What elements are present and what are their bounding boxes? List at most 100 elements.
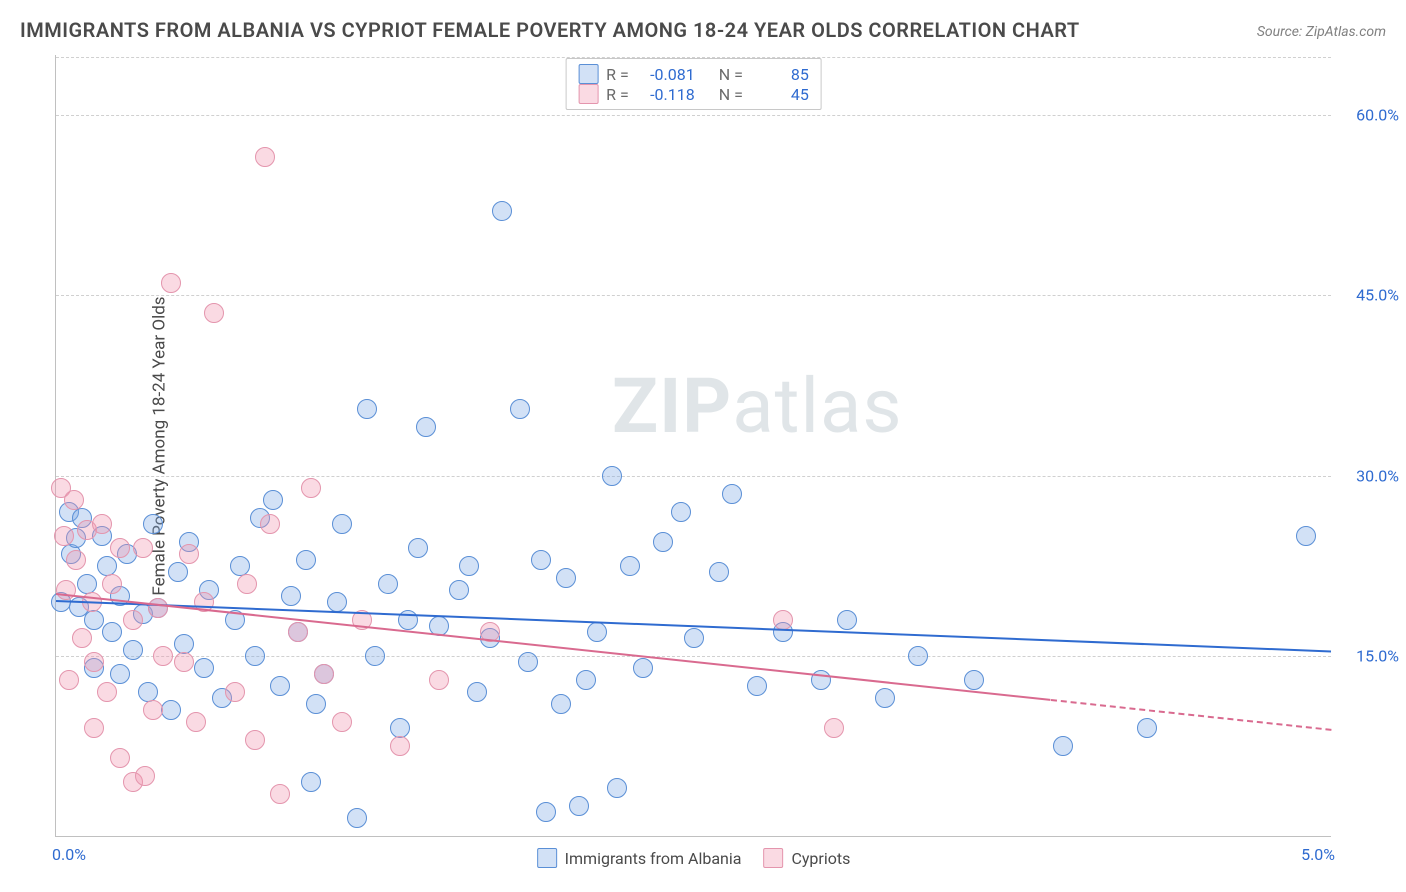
source-attribution: Source: ZipAtlas.com xyxy=(1257,24,1386,40)
scatter-point-cypriots xyxy=(225,682,245,702)
scatter-point-albania xyxy=(536,802,556,822)
scatter-point-albania xyxy=(230,556,250,576)
scatter-point-albania xyxy=(671,502,691,522)
scatter-point-albania xyxy=(709,562,729,582)
scatter-point-cypriots xyxy=(824,718,844,738)
scatter-point-cypriots xyxy=(332,712,352,732)
scatter-point-albania xyxy=(964,670,984,690)
scatter-point-cypriots xyxy=(110,748,130,768)
scatter-point-albania xyxy=(722,484,742,504)
scatter-point-albania xyxy=(281,586,301,606)
legend-label-albania: Immigrants from Albania xyxy=(565,849,742,868)
scatter-point-albania xyxy=(296,550,316,570)
scatter-point-albania xyxy=(837,610,857,630)
scatter-point-albania xyxy=(174,634,194,654)
scatter-point-cypriots xyxy=(314,664,334,684)
watermark: ZIPatlas xyxy=(612,361,903,451)
scatter-point-albania xyxy=(306,694,326,714)
scatter-point-albania xyxy=(1296,526,1316,546)
scatter-point-cypriots xyxy=(429,670,449,690)
stats-row-cypriots: R = -0.118 N = 45 xyxy=(578,84,809,104)
scatter-point-albania xyxy=(602,466,622,486)
scatter-point-cypriots xyxy=(204,303,224,323)
scatter-point-cypriots xyxy=(237,574,257,594)
scatter-point-albania xyxy=(77,574,97,594)
scatter-point-cypriots xyxy=(174,652,194,672)
r-label: R = xyxy=(606,65,629,84)
y-tick-label: 45.0% xyxy=(1356,286,1399,305)
x-tick-label: 0.0% xyxy=(52,845,86,864)
legend-item-cypriots: Cypriots xyxy=(763,848,850,868)
scatter-point-cypriots xyxy=(64,490,84,510)
scatter-point-albania xyxy=(747,676,767,696)
scatter-point-albania xyxy=(684,628,704,648)
gridline xyxy=(56,295,1331,296)
scatter-point-cypriots xyxy=(84,652,104,672)
scatter-point-albania xyxy=(449,580,469,600)
series-legend: Immigrants from Albania Cypriots xyxy=(537,848,851,868)
scatter-point-albania xyxy=(416,417,436,437)
scatter-point-albania xyxy=(97,556,117,576)
scatter-point-cypriots xyxy=(773,610,793,630)
scatter-point-cypriots xyxy=(97,682,117,702)
scatter-point-albania xyxy=(301,772,321,792)
scatter-point-albania xyxy=(110,664,130,684)
trendline xyxy=(56,593,1051,701)
scatter-point-cypriots xyxy=(110,538,130,558)
scatter-point-cypriots xyxy=(54,526,74,546)
scatter-point-albania xyxy=(531,550,551,570)
scatter-point-cypriots xyxy=(84,718,104,738)
scatter-point-albania xyxy=(576,670,596,690)
scatter-point-cypriots xyxy=(161,273,181,293)
scatter-point-albania xyxy=(492,201,512,221)
scatter-point-albania xyxy=(908,646,928,666)
scatter-point-cypriots xyxy=(186,712,206,732)
r-value-cypriots: -0.118 xyxy=(637,85,695,104)
scatter-point-albania xyxy=(332,514,352,534)
scatter-point-albania xyxy=(327,592,347,612)
n-label: N = xyxy=(719,65,743,84)
scatter-point-albania xyxy=(123,640,143,660)
stats-row-albania: R = -0.081 N = 85 xyxy=(578,64,809,84)
scatter-point-albania xyxy=(556,568,576,588)
scatter-point-albania xyxy=(378,574,398,594)
swatch-albania-icon xyxy=(537,848,557,868)
scatter-point-cypriots xyxy=(245,730,265,750)
scatter-point-cypriots xyxy=(255,147,275,167)
scatter-point-cypriots xyxy=(301,478,321,498)
y-tick-label: 60.0% xyxy=(1356,106,1399,125)
n-label: N = xyxy=(719,85,743,104)
n-value-cypriots: 45 xyxy=(751,85,809,104)
scatter-point-albania xyxy=(168,562,188,582)
scatter-point-albania xyxy=(84,610,104,630)
chart-title: IMMIGRANTS FROM ALBANIA VS CYPRIOT FEMAL… xyxy=(20,18,1080,42)
y-tick-label: 30.0% xyxy=(1356,466,1399,485)
scatter-point-albania xyxy=(347,808,367,828)
y-tick-label: 15.0% xyxy=(1356,646,1399,665)
scatter-point-cypriots xyxy=(135,766,155,786)
plot-area: ZIPatlas R = -0.081 N = 85 R = -0.118 N … xyxy=(55,55,1331,837)
scatter-point-albania xyxy=(510,399,530,419)
scatter-point-albania xyxy=(245,646,265,666)
scatter-point-cypriots xyxy=(66,550,86,570)
scatter-point-albania xyxy=(102,622,122,642)
scatter-point-albania xyxy=(587,622,607,642)
scatter-point-albania xyxy=(357,399,377,419)
scatter-point-cypriots xyxy=(270,784,290,804)
swatch-cypriots-icon xyxy=(578,84,598,104)
scatter-point-albania xyxy=(1053,736,1073,756)
scatter-point-albania xyxy=(1137,718,1157,738)
scatter-point-albania xyxy=(875,688,895,708)
scatter-point-cypriots xyxy=(59,670,79,690)
trendline xyxy=(1050,699,1331,731)
scatter-point-albania xyxy=(551,694,571,714)
scatter-point-albania xyxy=(653,532,673,552)
scatter-point-cypriots xyxy=(92,514,112,534)
scatter-point-albania xyxy=(569,796,589,816)
legend-label-cypriots: Cypriots xyxy=(791,849,850,868)
scatter-point-albania xyxy=(408,538,428,558)
r-value-albania: -0.081 xyxy=(637,65,695,84)
scatter-point-cypriots xyxy=(148,598,168,618)
gridline xyxy=(56,115,1331,116)
scatter-point-cypriots xyxy=(153,646,173,666)
